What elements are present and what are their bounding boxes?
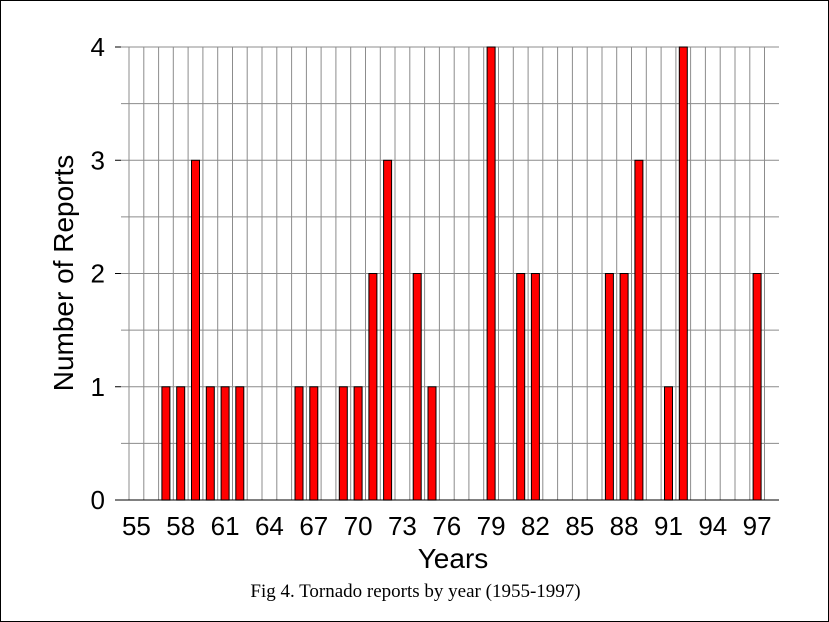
bar-88 [619, 273, 629, 501]
bar-57 [161, 386, 171, 501]
bar-89 [634, 159, 644, 501]
y-axis-title: Number of Reports [48, 155, 79, 392]
x-tick-label: 94 [698, 511, 727, 541]
bar-74 [412, 273, 422, 501]
bar-72 [383, 159, 393, 501]
x-tick-label: 97 [743, 511, 772, 541]
bar-91 [664, 386, 673, 501]
x-tick-label: 67 [299, 511, 328, 541]
bar-82 [530, 273, 540, 501]
x-axis-title: Years [418, 543, 489, 574]
bar-71 [368, 273, 378, 501]
bar-62 [235, 386, 245, 501]
x-tick-label: 88 [610, 511, 639, 541]
bar-70 [353, 386, 363, 501]
bar-81 [516, 273, 526, 501]
x-tick-label: 64 [255, 511, 284, 541]
bar-67 [309, 386, 319, 501]
x-tick-label: 70 [344, 511, 373, 541]
bar-59 [191, 159, 200, 501]
x-tick-label: 85 [565, 511, 594, 541]
y-tick-label: 3 [91, 145, 105, 175]
bar-97 [752, 273, 762, 501]
tick-labels: 0 1 2 3 4 55 58 61 64 67 70 73 76 79 82 85 88 91 94 97 [91, 32, 772, 541]
x-tick-label: 73 [388, 511, 417, 541]
bar-66 [294, 386, 304, 501]
bar-60 [205, 386, 215, 501]
y-tick-label: 0 [91, 485, 105, 515]
y-tick-label: 1 [91, 372, 105, 402]
bar-69 [338, 386, 348, 501]
bar-chart: 0 1 2 3 4 55 58 61 64 67 70 73 76 79 82 85 88 91 94 97 Year… [48, 32, 779, 574]
axes [115, 46, 779, 501]
x-tick-label: 79 [477, 511, 506, 541]
x-tick-label: 82 [521, 511, 550, 541]
x-tick-label: 61 [211, 511, 240, 541]
bar-79 [486, 46, 496, 501]
x-tick-label: 58 [166, 511, 195, 541]
bar-87 [604, 273, 614, 501]
x-tick-label: 91 [654, 511, 683, 541]
y-tick-label: 4 [91, 32, 105, 62]
bar-61 [220, 386, 230, 501]
x-tick-label: 55 [122, 511, 151, 541]
x-tick-label: 76 [432, 511, 461, 541]
bar-75 [427, 386, 437, 501]
y-tick-label: 2 [91, 259, 105, 289]
bar-58 [176, 386, 186, 501]
bar-92 [678, 46, 688, 501]
figure-caption: Fig 4. Tornado reports by year (1955-199… [250, 581, 581, 602]
